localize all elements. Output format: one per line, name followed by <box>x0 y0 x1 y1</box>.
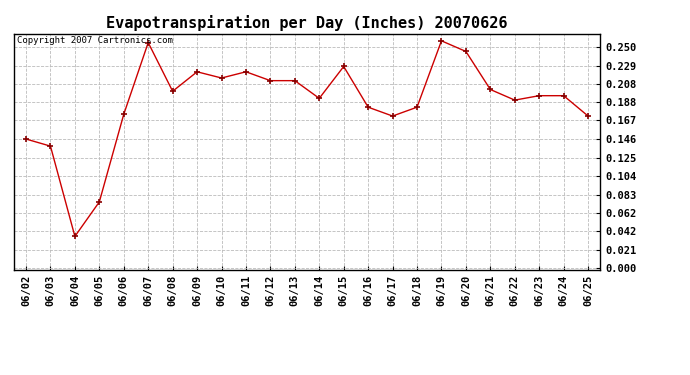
Text: Copyright 2007 Cartronics.com: Copyright 2007 Cartronics.com <box>17 36 172 45</box>
Title: Evapotranspiration per Day (Inches) 20070626: Evapotranspiration per Day (Inches) 2007… <box>106 15 508 31</box>
